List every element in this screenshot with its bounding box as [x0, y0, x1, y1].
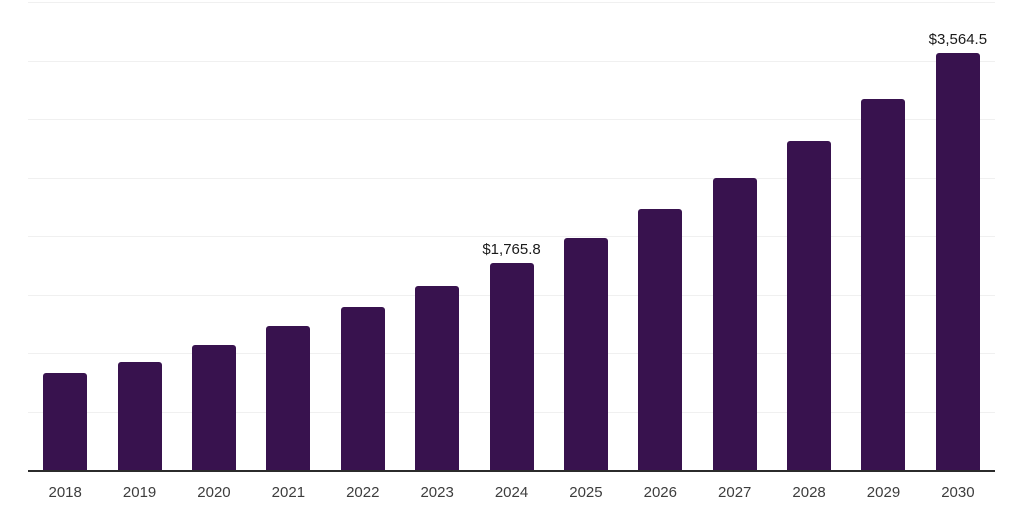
bar-2020: [191, 345, 236, 470]
bar-2019: [117, 362, 162, 470]
x-tick-2024: 2024: [494, 484, 529, 501]
x-tick-2030: 2030: [941, 484, 975, 501]
bar-slot-2020: [177, 2, 251, 470]
x-tick-2018: 2018: [48, 484, 82, 501]
bar-2028: [787, 141, 832, 470]
x-tick-2026: 2026: [643, 484, 677, 501]
x-tick-2019: 2019: [122, 484, 157, 501]
bar-slot-2027: [698, 2, 772, 470]
gridline-3000: [28, 119, 995, 120]
x-tick-2025: 2025: [569, 484, 603, 501]
bar-2023: [415, 285, 460, 470]
gridline-4000: [28, 2, 995, 3]
bar-2025: [563, 237, 608, 470]
bar-slot-2025: [549, 2, 623, 470]
x-tick-2027: 2027: [718, 484, 752, 501]
gridline-2000: [28, 236, 995, 237]
bar-2026: [638, 209, 683, 470]
bar-slot-2028: [772, 2, 846, 470]
bar-slot-2026: [623, 2, 697, 470]
data-label-2024: $1,765.8: [482, 241, 541, 259]
bar-2027: [712, 177, 757, 470]
x-tick-2020: 2020: [197, 484, 231, 501]
bar-slot-2023: [400, 2, 474, 470]
gridline-2500: [28, 177, 995, 179]
bar-slot-2019: [102, 2, 176, 470]
bar-2024: [489, 263, 534, 470]
bar-2029: [861, 99, 906, 470]
plot-area: $1,765.8 $3,564.5: [28, 2, 995, 472]
bar-slot-2018: [28, 2, 102, 470]
data-label-2030: $3,564.5: [928, 30, 988, 48]
bar-2018: [43, 373, 88, 470]
bar-2022: [340, 306, 385, 470]
x-tick-2029: 2029: [866, 484, 901, 501]
bar-slot-2021: [251, 2, 325, 470]
bar-slot-2030: $3,564.5: [921, 2, 995, 470]
bar-slot-2029: [846, 2, 920, 470]
gridline-3500: [28, 60, 995, 62]
bar-slot-2024: $1,765.8: [474, 2, 548, 470]
bar-2030: [935, 52, 980, 470]
bar-slot-2022: [326, 2, 400, 470]
x-tick-2022: 2022: [346, 484, 380, 501]
bars-container: $1,765.8 $3,564.5: [28, 2, 995, 470]
x-tick-2023: 2023: [420, 484, 454, 501]
x-tick-2028: 2028: [792, 484, 826, 501]
x-axis-tick-labels: 2018 2019 2020 2021 2022 2023 2024 2025 2026 2027…: [28, 472, 995, 501]
bar-2021: [266, 326, 311, 470]
x-tick-2021: 2021: [271, 484, 306, 501]
